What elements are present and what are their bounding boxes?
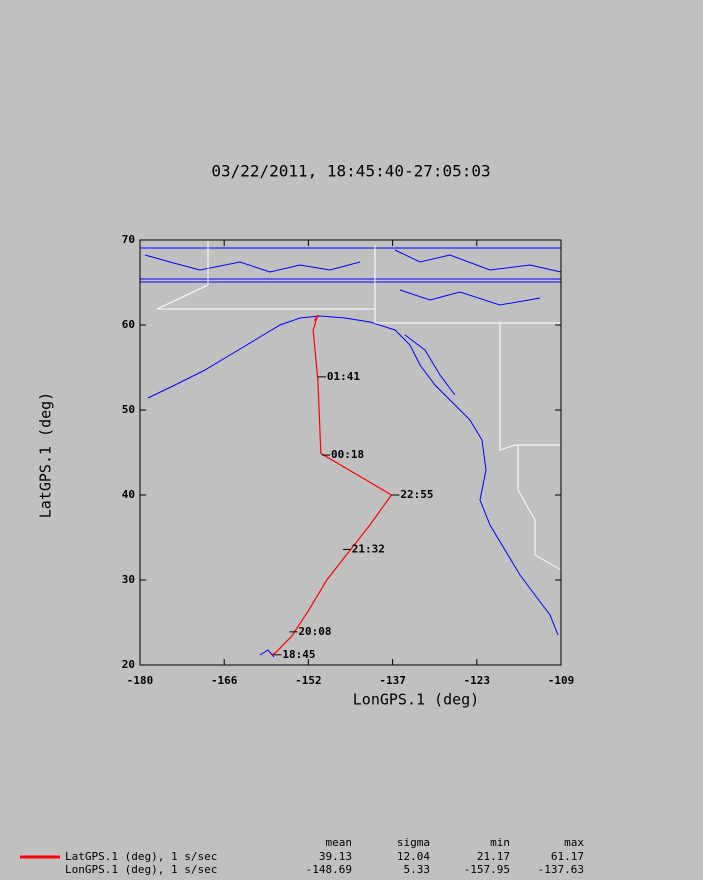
annotation: 00:18: [331, 448, 364, 461]
legend-label: LonGPS.1 (deg), 1 s/sec: [65, 863, 217, 876]
x-tick-label: -166: [211, 674, 238, 687]
x-tick-label: -152: [295, 674, 322, 687]
y-tick-label: 70: [122, 233, 135, 246]
annotation: 18:45: [282, 648, 315, 661]
legend-label: LatGPS.1 (deg), 1 s/sec: [65, 850, 217, 863]
stats-value: -137.63: [538, 863, 584, 876]
y-axis-label: LatGPS.1 (deg): [37, 392, 55, 518]
coastline-detail: [144, 249, 562, 658]
stats-value: 12.04: [397, 850, 430, 863]
stats-header: max: [564, 836, 584, 849]
annotation: 22:55: [400, 488, 433, 501]
stats-value: 21.17: [477, 850, 510, 863]
annotation: 01:41: [327, 370, 360, 383]
coastline: [147, 315, 559, 636]
y-tick-label: 20: [122, 658, 135, 671]
latitude-lines: [140, 247, 561, 283]
stats-value: 61.17: [551, 850, 584, 863]
y-tick-label: 60: [122, 318, 135, 331]
stats-header: sigma: [397, 836, 430, 849]
annotation: 20:08: [298, 625, 331, 638]
map: [140, 240, 562, 658]
stats-value: 39.13: [319, 850, 352, 863]
borders: [156, 240, 562, 571]
y-tick-label: 30: [122, 573, 135, 586]
plot-frame: [139, 239, 562, 666]
stats-value: -157.95: [464, 863, 510, 876]
stats-header: mean: [326, 836, 353, 849]
stats-value: -148.69: [306, 863, 352, 876]
stats-header: min: [490, 836, 510, 849]
stats-value: 5.33: [404, 863, 431, 876]
track-line: [270, 314, 393, 656]
y-tick-label: 40: [122, 488, 135, 501]
x-tick-label: -123: [464, 674, 491, 687]
y-tick-label: 50: [122, 403, 135, 416]
annotation: 21:32: [352, 542, 385, 555]
x-tick-label: -180: [127, 674, 154, 687]
x-tick-label: -109: [548, 674, 575, 687]
x-tick-label: -137: [379, 674, 406, 687]
chart-title: 03/22/2011, 18:45:40-27:05:03: [211, 162, 490, 181]
x-axis-label: LonGPS.1 (deg): [353, 691, 479, 709]
